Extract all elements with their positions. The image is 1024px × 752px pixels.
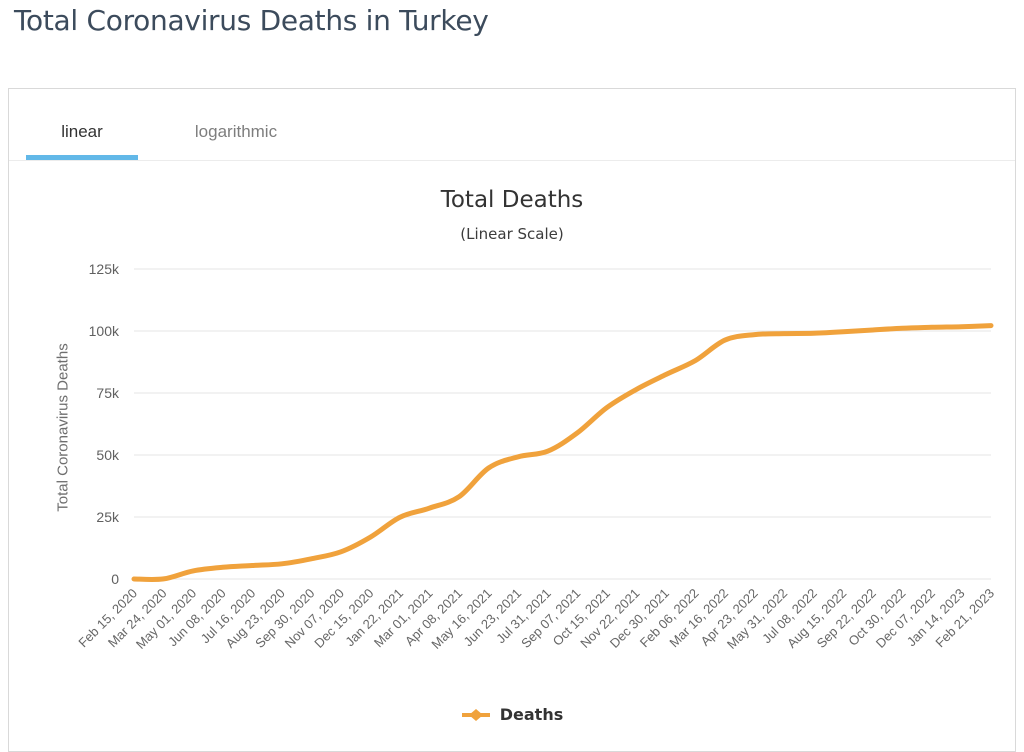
page-title: Total Coronavirus Deaths in Turkey (14, 4, 489, 37)
deaths-series-marker-icon (461, 708, 490, 721)
y-tick-label: 50k (96, 447, 120, 463)
y-tick-label: 125k (89, 261, 120, 277)
tab-logarithmic-label: logarithmic (194, 122, 278, 141)
scale-tabs: linear logarithmic (9, 89, 1015, 161)
y-tick-label: 0 (111, 571, 119, 587)
y-tick-label: 25k (96, 509, 120, 525)
legend-item-deaths[interactable]: Deaths (9, 705, 1015, 724)
chart-title: Total Deaths (440, 187, 584, 213)
tab-linear-label: linear (61, 122, 103, 141)
chart-subtitle: (Linear Scale) (460, 225, 564, 243)
chart-card: linear logarithmic Total Deaths (Linear … (8, 88, 1016, 752)
tab-linear[interactable]: linear (26, 109, 138, 160)
y-tick-label: 75k (96, 385, 120, 401)
y-tick-label: 100k (89, 323, 120, 339)
legend-label: Deaths (499, 705, 564, 724)
tab-logarithmic[interactable]: logarithmic (166, 109, 306, 160)
deaths-line[interactable] (131, 323, 994, 583)
